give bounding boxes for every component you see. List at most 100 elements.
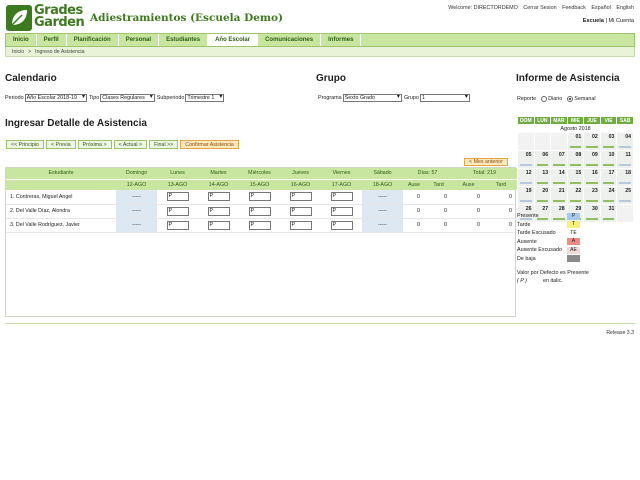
calendar-day[interactable]: 24 bbox=[599, 186, 618, 205]
confirm-attendance-button[interactable]: Confirmar Asistencia bbox=[180, 140, 239, 149]
current-button[interactable]: < Actual > bbox=[113, 140, 148, 149]
my-account-link[interactable]: Mi Cuenta bbox=[608, 18, 635, 24]
calendar-day[interactable]: 17 bbox=[599, 168, 618, 187]
calendar-day-status-bar bbox=[586, 182, 598, 184]
tab-personal[interactable]: Personal bbox=[119, 34, 160, 46]
calendar-day-status-bar bbox=[619, 182, 631, 184]
calendar-day-number: 28 bbox=[558, 206, 565, 212]
tab-informes[interactable]: Informes bbox=[321, 34, 362, 46]
calendar-day[interactable]: 06 bbox=[533, 150, 552, 169]
attendance-input[interactable]: P bbox=[207, 192, 230, 202]
attendance-input[interactable]: P bbox=[248, 192, 271, 202]
tab-perfil[interactable]: Perfil bbox=[37, 34, 67, 46]
daily-radio[interactable] bbox=[541, 96, 548, 102]
attendance-input[interactable]: P bbox=[166, 206, 189, 216]
calendar-day-status-bar bbox=[602, 146, 615, 148]
attendance-cell: P bbox=[239, 204, 280, 219]
calendar-day[interactable]: 21 bbox=[550, 186, 568, 205]
stat-cell: 0 bbox=[403, 190, 425, 205]
calendar-day[interactable]: 07 bbox=[550, 150, 568, 169]
calendar-day[interactable]: 27 bbox=[533, 204, 552, 223]
calendar-day[interactable]: 15 bbox=[566, 168, 585, 187]
calendar-day[interactable]: 12 bbox=[517, 168, 535, 187]
tab-estudiantes[interactable]: Estudiantes bbox=[159, 34, 209, 46]
attendance-input[interactable]: P bbox=[289, 206, 312, 216]
tab-planificacion[interactable]: Planificación bbox=[67, 34, 119, 46]
weekday-header: SAB bbox=[616, 116, 634, 125]
calendar-day[interactable]: 19 bbox=[517, 186, 535, 205]
calendar-day[interactable]: 25 bbox=[616, 186, 634, 205]
calendar-day[interactable]: 04 bbox=[616, 132, 634, 151]
tab-comunicaciones[interactable]: Comunicaciones bbox=[258, 34, 322, 46]
calendar-day-number: 20 bbox=[542, 188, 549, 194]
tipo-label: Tipo bbox=[88, 95, 100, 101]
attendance-input[interactable]: P bbox=[289, 192, 312, 202]
daily-label[interactable]: Diario bbox=[548, 96, 563, 102]
attendance-input[interactable]: P bbox=[289, 220, 312, 230]
school-link[interactable]: Escuela bbox=[582, 18, 604, 24]
weekly-radio[interactable] bbox=[567, 96, 574, 102]
attendance-input[interactable]: P bbox=[330, 206, 353, 216]
calendar-day-status-bar bbox=[553, 182, 565, 184]
calendar-day-number: 31 bbox=[608, 206, 615, 212]
attendance-cell: P bbox=[280, 190, 321, 205]
attendance-input[interactable]: P bbox=[207, 206, 230, 216]
day-header: Viernes bbox=[321, 168, 362, 179]
attendance-input[interactable]: P bbox=[166, 220, 189, 230]
attendance-input[interactable]: P bbox=[166, 192, 189, 202]
tab-ano-escolar[interactable]: Año Escolar bbox=[208, 34, 259, 46]
student-header: Estudiante bbox=[6, 168, 116, 179]
calendar-day[interactable]: 01 bbox=[566, 132, 585, 151]
tipo-select[interactable]: Clases Regulares bbox=[100, 94, 155, 102]
calendar-day[interactable]: 31 bbox=[599, 204, 618, 223]
student-name: 3. Del Valle Rodríguez, Javier bbox=[6, 218, 116, 233]
attendance-input[interactable]: P bbox=[330, 192, 353, 202]
mini-calendar: DOM LUN MAR MIE JUE VIE SAB Agosto 2018 … bbox=[517, 116, 634, 223]
next-button[interactable]: Próxima > bbox=[77, 140, 112, 149]
note-line2: ( P ) en italic. bbox=[517, 277, 633, 285]
breadcrumb-home[interactable]: Inicio bbox=[12, 48, 25, 55]
legend-label: Presente bbox=[517, 213, 539, 220]
calendar-day[interactable]: 23 bbox=[583, 186, 601, 205]
programa-select[interactable]: Sexto Grado bbox=[342, 94, 402, 102]
first-button[interactable]: << Principio bbox=[6, 140, 44, 149]
logout-link[interactable]: Cerrar Sesion bbox=[523, 5, 557, 11]
calendar-day[interactable]: 11 bbox=[616, 150, 634, 169]
attendance-input[interactable]: P bbox=[207, 220, 230, 230]
last-button[interactable]: Final >> bbox=[149, 140, 179, 149]
spanish-link[interactable]: Español bbox=[591, 5, 611, 11]
subperiodo-select[interactable]: Trimestre 1 bbox=[185, 94, 225, 102]
calendar-day[interactable]: 10 bbox=[599, 150, 618, 169]
attendance-input[interactable]: P bbox=[330, 220, 353, 230]
calendar-day[interactable]: 02 bbox=[583, 132, 601, 151]
attendance-input[interactable]: P bbox=[248, 220, 271, 230]
feedback-link[interactable]: Feedback bbox=[562, 5, 586, 11]
calendar-day[interactable]: 16 bbox=[583, 168, 601, 187]
calendar-day[interactable]: 08 bbox=[566, 150, 585, 169]
calendar-day[interactable]: 14 bbox=[550, 168, 568, 187]
attendance-input[interactable]: P bbox=[248, 206, 271, 216]
calendar-day[interactable]: 03 bbox=[599, 132, 618, 151]
calendar-day-number: 11 bbox=[625, 152, 631, 158]
calendar-day[interactable]: 05 bbox=[517, 150, 535, 169]
calendar-day[interactable]: 22 bbox=[566, 186, 585, 205]
account-links: Escuela | Mi Cuenta bbox=[583, 18, 634, 24]
calendar-day[interactable]: 30 bbox=[583, 204, 601, 223]
english-link[interactable]: English bbox=[616, 5, 634, 11]
grupo-select[interactable]: 1 bbox=[419, 94, 470, 102]
weekly-label[interactable]: Semanal bbox=[574, 96, 596, 102]
breadcrumb-sep: > bbox=[28, 48, 32, 55]
top-links: Welcome: DIRECTORDEMO Cerrar Sesion Feed… bbox=[444, 5, 634, 11]
welcome-text: Welcome: DIRECTORDEMO bbox=[448, 5, 518, 11]
tab-inicio[interactable]: Inicio bbox=[6, 34, 37, 46]
group-filters: Programa Sexto Grado Grupo 1 bbox=[318, 94, 472, 102]
previous-button[interactable]: < Previa bbox=[45, 140, 76, 149]
calendar-day[interactable]: 20 bbox=[533, 186, 552, 205]
breadcrumb: Inicio > Ingreso de Asistencia bbox=[5, 47, 635, 57]
calendar-day[interactable]: 18 bbox=[616, 168, 634, 187]
previous-month-button[interactable]: < Mes anterior bbox=[464, 158, 509, 166]
periodo-select[interactable]: Año Escolar 2018-19 bbox=[24, 94, 87, 102]
calendar-day[interactable]: 09 bbox=[583, 150, 601, 169]
grades-garden-logo[interactable]: Grades Garden bbox=[6, 4, 85, 31]
calendar-day[interactable]: 13 bbox=[533, 168, 552, 187]
